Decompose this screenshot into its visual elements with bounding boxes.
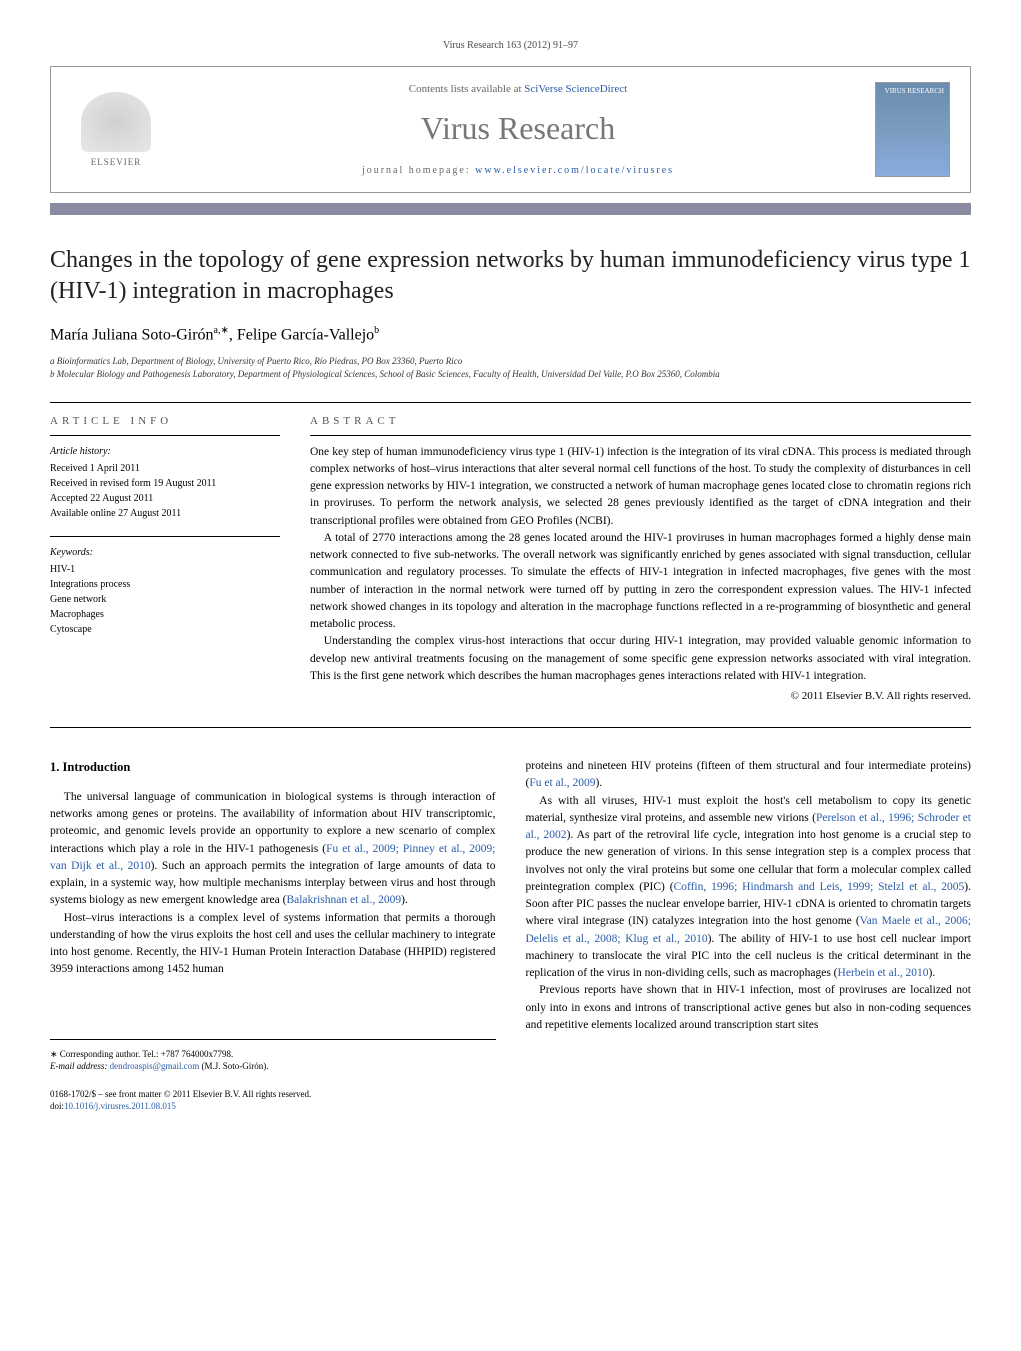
body-paragraph: As with all viruses, HIV-1 must exploit … [526, 793, 972, 983]
online-date: Available online 27 August 2011 [50, 506, 280, 521]
contents-line: Contents lists available at SciVerse Sci… [161, 83, 875, 95]
body-paragraph: proteins and nineteen HIV proteins (fift… [526, 758, 972, 793]
cover-title: VIRUS RESEARCH [885, 88, 944, 96]
footnote-section: ∗ Corresponding author. Tel.: +787 76400… [50, 1039, 496, 1073]
article-title: Changes in the topology of gene expressi… [50, 245, 971, 307]
journal-cover-thumbnail: VIRUS RESEARCH [875, 82, 950, 177]
keyword: Integrations process [50, 577, 280, 592]
bottom-meta: 0168-1702/$ – see front matter © 2011 El… [50, 1088, 496, 1113]
body-paragraph: Host–virus interactions is a complex lev… [50, 910, 496, 979]
author-1-sup: a,∗ [214, 325, 229, 336]
divider-bar [50, 203, 971, 215]
intro-heading: 1. Introduction [50, 758, 496, 777]
text: ). [595, 777, 602, 789]
citation-link[interactable]: Balakrishnan et al., 2009 [286, 894, 401, 906]
affiliation-a: a Bioinformatics Lab, Department of Biol… [50, 355, 971, 369]
email-suffix: (M.J. Soto-Girón). [199, 1061, 268, 1071]
keywords-heading: Keywords: [50, 545, 280, 560]
homepage-link[interactable]: www.elsevier.com/locate/virusres [475, 165, 674, 176]
text: ). [401, 894, 408, 906]
body-right-column: proteins and nineteen HIV proteins (fift… [526, 758, 972, 1113]
email-footnote: E-mail address: dendroaspis@gmail.com (M… [50, 1060, 496, 1073]
doi-prefix: doi: [50, 1101, 64, 1111]
email-link[interactable]: dendroaspis@gmail.com [110, 1061, 200, 1071]
abstract-column: ABSTRACT One key step of human immunodef… [310, 415, 971, 703]
sciencedirect-link[interactable]: SciVerse ScienceDirect [524, 83, 627, 95]
body-paragraph: The universal language of communication … [50, 789, 496, 910]
keywords-block: Keywords: HIV-1 Integrations process Gen… [50, 545, 280, 637]
header-citation: Virus Research 163 (2012) 91–97 [50, 40, 971, 51]
divider [50, 536, 280, 537]
divider [50, 727, 971, 728]
journal-center: Contents lists available at SciVerse Sci… [161, 83, 875, 176]
text: ). [929, 967, 936, 979]
journal-header-box: ELSEVIER Contents lists available at Sci… [50, 66, 971, 193]
author-2: Felipe García-Vallejo [237, 327, 374, 344]
elsevier-tree-icon [81, 92, 151, 152]
body-left-column: 1. Introduction The universal language o… [50, 758, 496, 1113]
issn-line: 0168-1702/$ – see front matter © 2011 El… [50, 1088, 496, 1101]
keyword: Macrophages [50, 607, 280, 622]
abstract-p3: Understanding the complex virus-host int… [310, 633, 971, 685]
keyword: HIV-1 [50, 562, 280, 577]
abstract-p1: One key step of human immunodeficiency v… [310, 444, 971, 530]
doi-line: doi:10.1016/j.virusres.2011.08.015 [50, 1100, 496, 1113]
email-label: E-mail address: [50, 1061, 110, 1071]
accepted-date: Accepted 22 August 2011 [50, 491, 280, 506]
revised-date: Received in revised form 19 August 2011 [50, 476, 280, 491]
journal-title: Virus Research [161, 110, 875, 147]
divider [50, 402, 971, 403]
copyright-line: © 2011 Elsevier B.V. All rights reserved… [310, 690, 971, 702]
keyword: Gene network [50, 592, 280, 607]
keyword: Cytoscape [50, 622, 280, 637]
divider [50, 435, 280, 436]
received-date: Received 1 April 2011 [50, 461, 280, 476]
body-paragraph: Previous reports have shown that in HIV-… [526, 982, 972, 1034]
article-history-block: Article history: Received 1 April 2011 R… [50, 444, 280, 521]
homepage-line: journal homepage: www.elsevier.com/locat… [161, 165, 875, 176]
publisher-logo: ELSEVIER [71, 85, 161, 175]
publisher-name: ELSEVIER [91, 157, 142, 167]
article-info-label: ARTICLE INFO [50, 415, 280, 427]
citation-link[interactable]: Herbein et al., 2010 [838, 967, 929, 979]
corresponding-author-footnote: ∗ Corresponding author. Tel.: +787 76400… [50, 1048, 496, 1061]
author-1: María Juliana Soto-Girón [50, 327, 214, 344]
authors-line: María Juliana Soto-Giróna,∗, Felipe Garc… [50, 325, 971, 344]
abstract-label: ABSTRACT [310, 415, 971, 427]
article-info-column: ARTICLE INFO Article history: Received 1… [50, 415, 280, 703]
info-abstract-row: ARTICLE INFO Article history: Received 1… [50, 415, 971, 703]
history-heading: Article history: [50, 444, 280, 459]
divider [310, 435, 971, 436]
abstract-text: One key step of human immunodeficiency v… [310, 444, 971, 686]
citation-link[interactable]: Fu et al., 2009 [529, 777, 595, 789]
body-columns: 1. Introduction The universal language o… [50, 758, 971, 1113]
contents-prefix: Contents lists available at [409, 83, 524, 95]
author-sep: , [229, 327, 237, 344]
affiliation-b: b Molecular Biology and Pathogenesis Lab… [50, 368, 971, 382]
citation-link[interactable]: Coffin, 1996; Hindmarsh and Leis, 1999; … [674, 881, 965, 893]
author-2-sup: b [374, 325, 379, 336]
doi-link[interactable]: 10.1016/j.virusres.2011.08.015 [64, 1101, 176, 1111]
homepage-prefix: journal homepage: [362, 165, 475, 176]
abstract-p2: A total of 2770 interactions among the 2… [310, 530, 971, 634]
affiliations: a Bioinformatics Lab, Department of Biol… [50, 355, 971, 382]
